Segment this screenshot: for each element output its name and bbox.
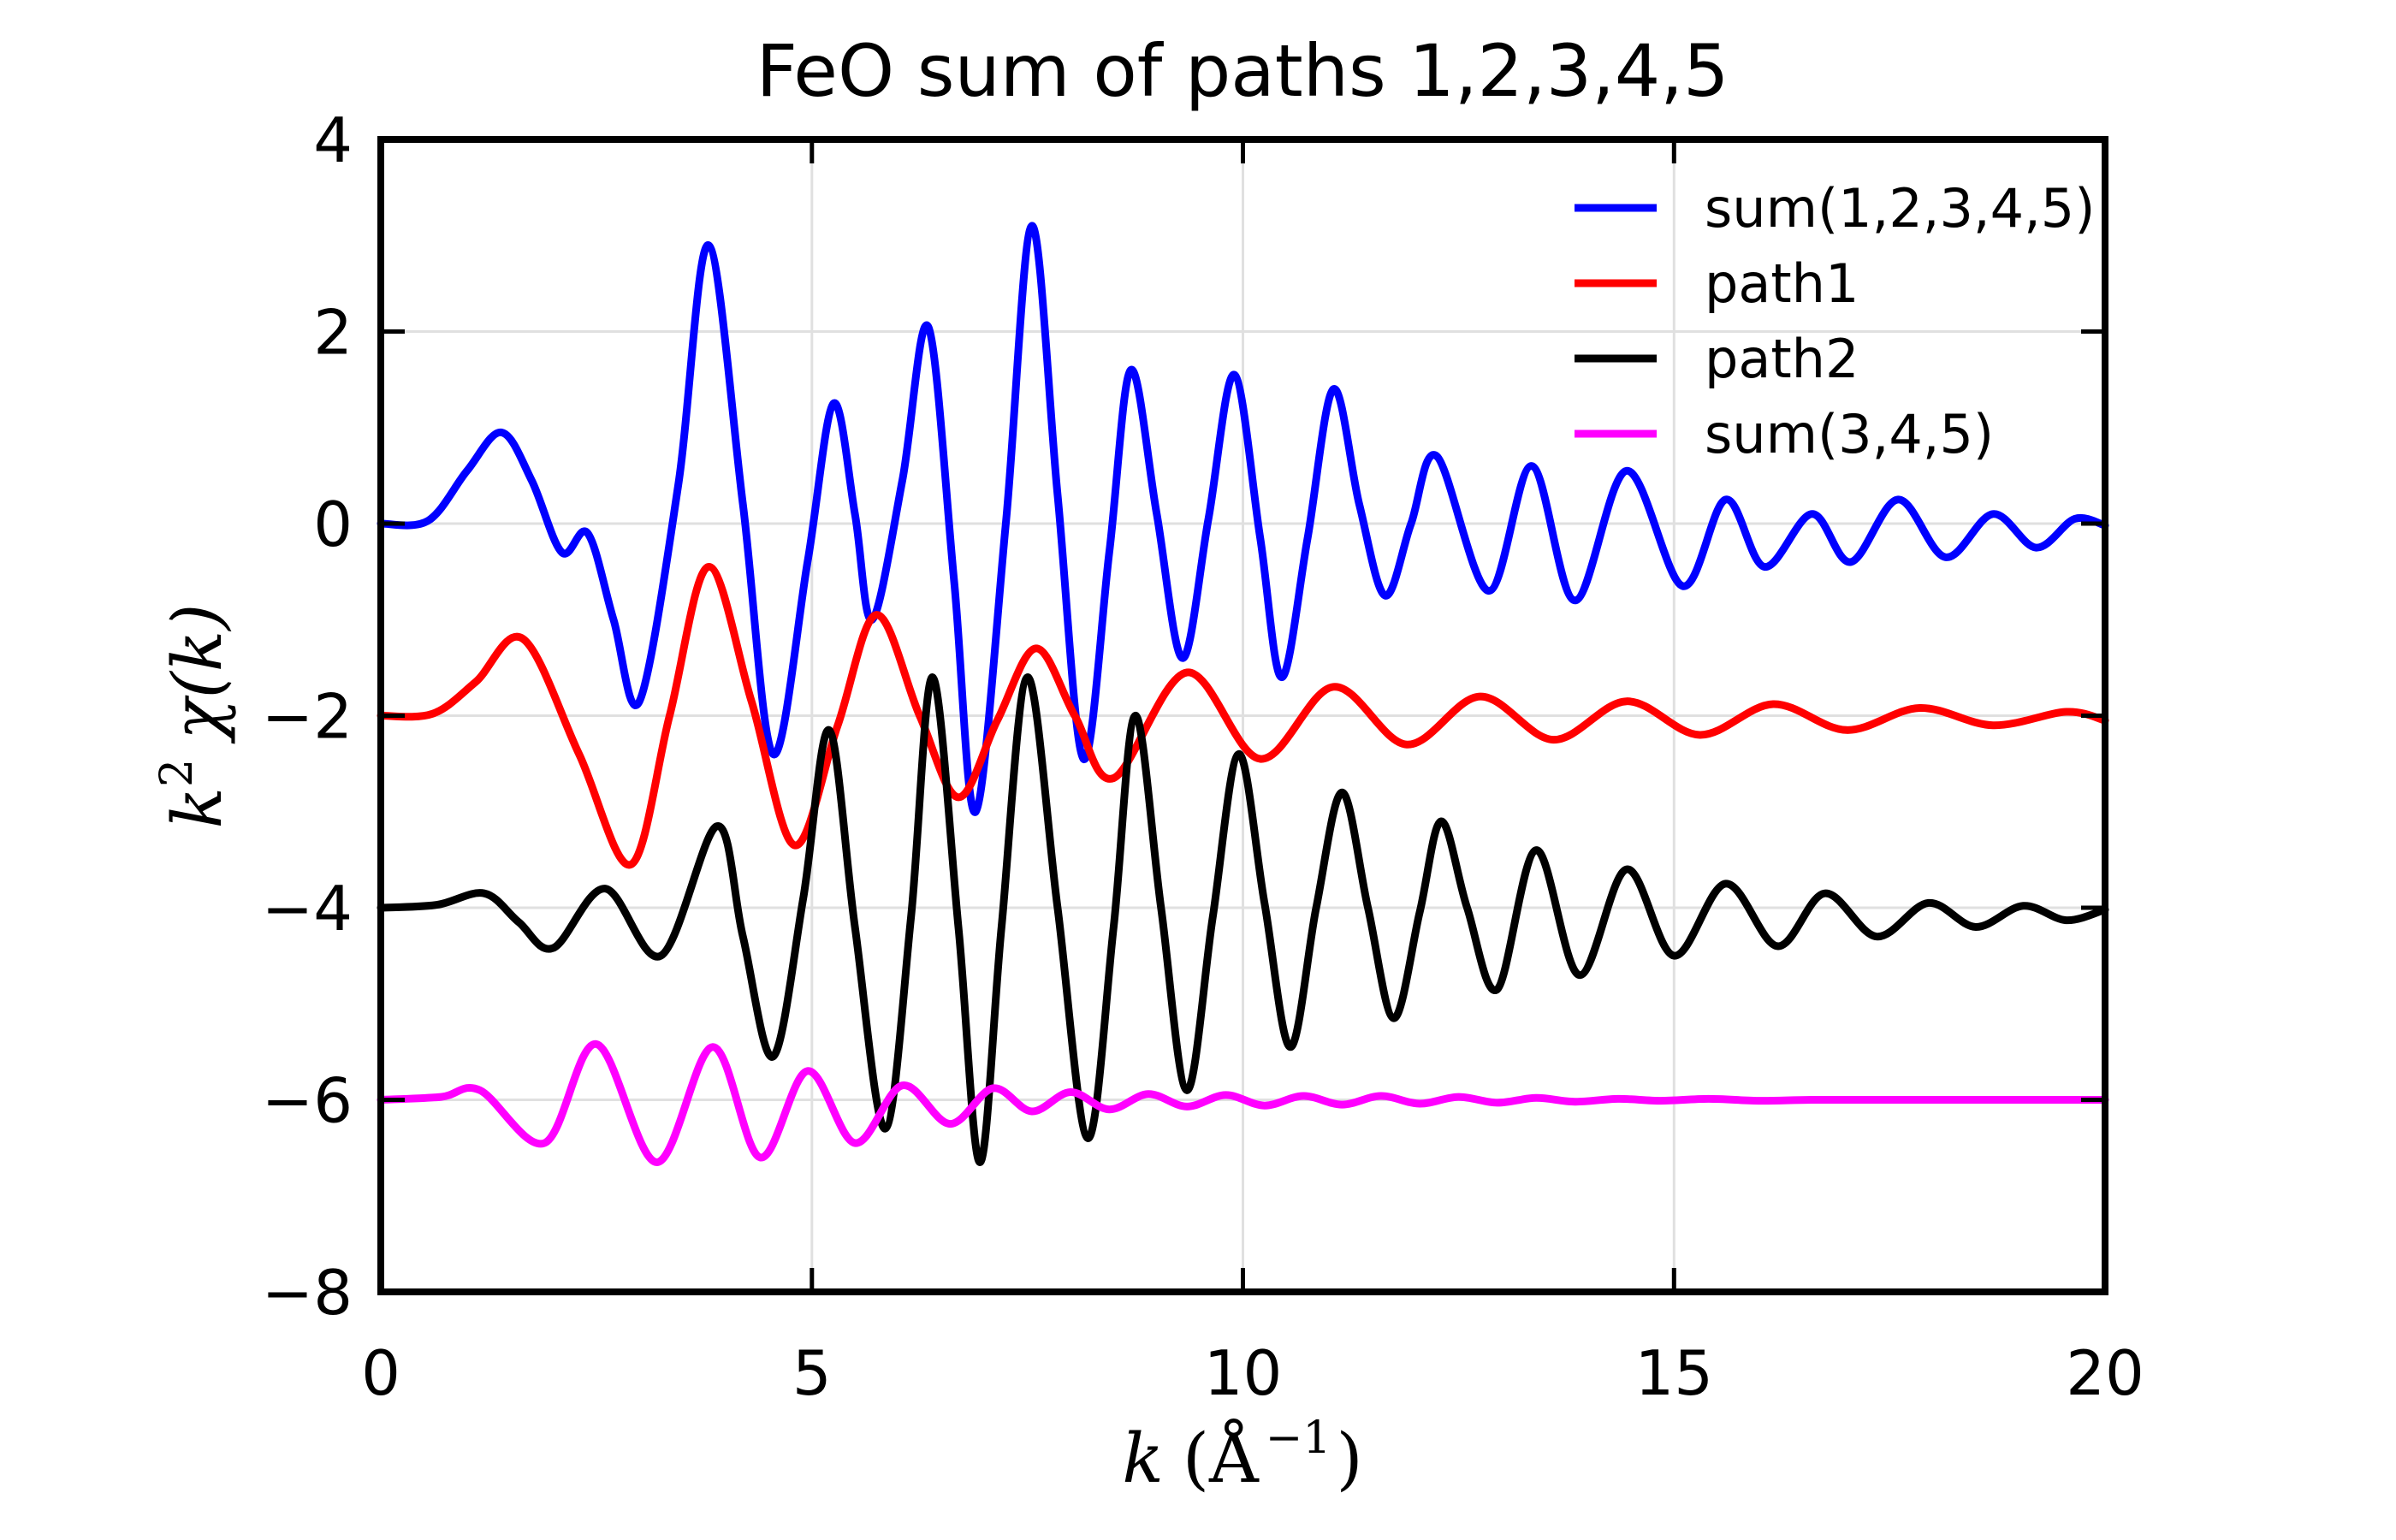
- y-tick-label--8: −8: [262, 1257, 353, 1329]
- y-tick-label-4: 4: [313, 104, 353, 176]
- legend-entry-sum-3-4-5: sum(3,4,5): [1575, 403, 1994, 465]
- curve-sum-3-4-5: [377, 1040, 2109, 1167]
- legend: sum(1,2,3,4,5) path1 path2 sum(3,4,5): [1575, 177, 2095, 465]
- y-axis-label: k2χ(k): [151, 604, 237, 829]
- legend-label-path2: path2: [1705, 328, 1859, 390]
- x-axis-label: k (Å −1): [1122, 1413, 1362, 1498]
- legend-entry-path2: path2: [1575, 328, 1859, 390]
- x-tick-label-15: 15: [1634, 1337, 1713, 1409]
- legend-entry-sum-1-2-3-4-5: sum(1,2,3,4,5): [1575, 177, 2095, 240]
- curve-path2: [377, 673, 2109, 1166]
- legend-label-sum-3-4-5: sum(3,4,5): [1705, 403, 1994, 465]
- chart-title: FeO sum of paths 1,2,3,4,5: [756, 29, 1729, 113]
- y-tick-label--6: −6: [262, 1065, 353, 1137]
- tick-marks: [378, 137, 2108, 1294]
- y-tick-label--2: −2: [262, 681, 353, 753]
- y-tick-label-0: 0: [313, 489, 353, 560]
- x-tick-label-5: 5: [792, 1337, 832, 1409]
- x-tick-label-20: 20: [2066, 1337, 2144, 1409]
- curve-sum-1-2-3-4-5: [377, 222, 2109, 816]
- series-lines: [377, 222, 2109, 1167]
- y-tick-label--4: −4: [262, 873, 353, 945]
- x-tick-label-10: 10: [1204, 1337, 1283, 1409]
- curve-path1: [377, 563, 2109, 869]
- y-tick-label-2: 2: [313, 297, 353, 369]
- legend-label-sum-1-2-3-4-5: sum(1,2,3,4,5): [1705, 177, 2095, 240]
- legend-entry-path1: path1: [1575, 252, 1859, 315]
- x-tick-label-0: 0: [361, 1337, 400, 1409]
- legend-label-path1: path1: [1705, 252, 1859, 315]
